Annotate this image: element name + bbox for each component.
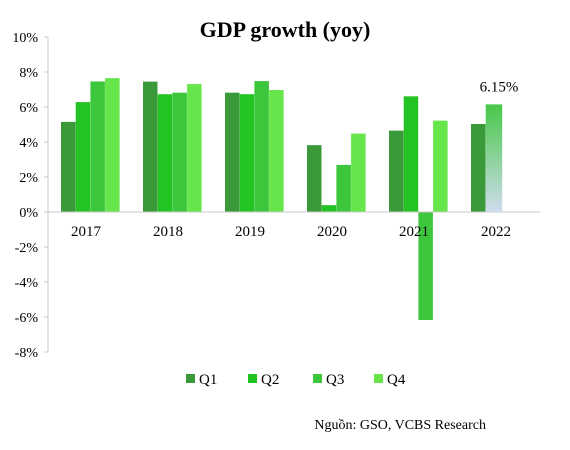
x-category-label: 2020 bbox=[317, 224, 347, 240]
bar-2020-q3 bbox=[336, 164, 351, 212]
y-tick-label: 0% bbox=[19, 206, 38, 221]
bar-2017-q1 bbox=[61, 121, 76, 212]
bar-2020-q1 bbox=[307, 145, 322, 212]
x-category-label: 2022 bbox=[481, 224, 511, 240]
legend-label-q4: Q4 bbox=[387, 372, 406, 388]
y-tick-label: 4% bbox=[19, 136, 38, 151]
y-tick-label: -8% bbox=[15, 346, 39, 361]
bar-2020-q4 bbox=[351, 133, 366, 212]
bar-2021-q4 bbox=[433, 120, 448, 212]
legend-swatch-q2 bbox=[248, 374, 257, 383]
y-tick-label: 8% bbox=[19, 66, 38, 81]
bar-2018-q3 bbox=[172, 92, 187, 212]
x-category-label: 2021 bbox=[399, 224, 429, 240]
bar-2019-q1 bbox=[225, 92, 240, 212]
x-axis: 2017 2018 2019 2020 2021 2022 bbox=[48, 211, 540, 240]
x-category-label: 2018 bbox=[153, 224, 183, 240]
y-tick-label: -2% bbox=[15, 241, 39, 256]
chart-title: GDP growth (yoy) bbox=[200, 17, 371, 42]
bar-2018-q2 bbox=[157, 94, 173, 212]
y-tick-label: 6% bbox=[19, 101, 38, 116]
legend-label-q1: Q1 bbox=[199, 372, 217, 388]
legend-label-q2: Q2 bbox=[261, 372, 279, 388]
bar-2021-q2 bbox=[403, 96, 419, 212]
y-tick-label: 10% bbox=[12, 31, 38, 46]
y-tick-label: -6% bbox=[15, 311, 39, 326]
bar-2018-q4 bbox=[187, 84, 202, 212]
bar-2020-q2 bbox=[321, 205, 337, 212]
bar-2019-q4 bbox=[269, 90, 284, 212]
bars bbox=[61, 78, 486, 320]
source-note: Nguồn: GSO, VCBS Research bbox=[314, 418, 486, 433]
legend-swatch-q4 bbox=[374, 374, 383, 383]
legend-swatch-q1 bbox=[186, 374, 195, 383]
bar-2022-annotated bbox=[485, 104, 503, 212]
y-axis: 10% 8% 6% 4% 2% 0% -2% -4% -6% -8% bbox=[12, 31, 49, 361]
y-tick-label: -4% bbox=[15, 276, 39, 291]
x-category-label: 2019 bbox=[235, 224, 265, 240]
legend-swatch-q3 bbox=[313, 374, 322, 383]
annotations: 6.15% bbox=[480, 79, 519, 212]
bar-2019-q2 bbox=[239, 94, 255, 212]
legend-label-q3: Q3 bbox=[326, 372, 344, 388]
bar-2017-q3 bbox=[90, 81, 105, 212]
y-tick-label: 2% bbox=[19, 171, 38, 186]
bar-2018-q1 bbox=[143, 81, 158, 212]
annotation-label: 6.15% bbox=[480, 79, 519, 95]
bar-2021-q1 bbox=[389, 130, 404, 212]
bar-2022-q1 bbox=[471, 123, 486, 212]
legend: Q1 Q2 Q3 Q4 bbox=[186, 372, 406, 388]
bar-2017-q4 bbox=[105, 78, 120, 212]
x-category-label: 2017 bbox=[71, 224, 102, 240]
bar-2017-q2 bbox=[75, 102, 91, 212]
bar-2021-q3 bbox=[418, 212, 433, 320]
bar-2019-q3 bbox=[254, 81, 269, 212]
